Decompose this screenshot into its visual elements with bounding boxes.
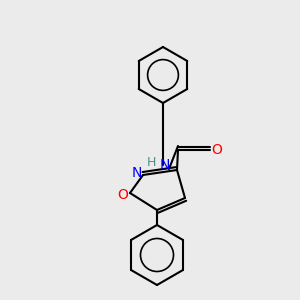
Text: O: O <box>212 143 222 157</box>
Text: O: O <box>118 188 128 202</box>
Text: N: N <box>160 158 170 172</box>
Text: H: H <box>146 155 156 169</box>
Text: N: N <box>132 166 142 180</box>
